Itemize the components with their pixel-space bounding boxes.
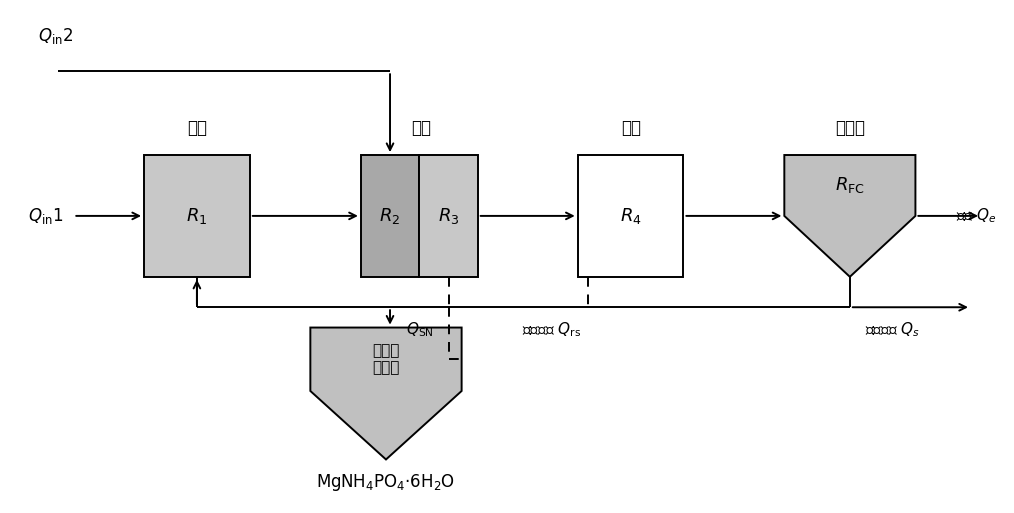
- Text: 好氧: 好氧: [621, 119, 641, 137]
- Text: 剩余污泥 $Q_s$: 剩余污泥 $Q_s$: [865, 321, 920, 340]
- Text: $R_4$: $R_4$: [620, 206, 642, 226]
- Bar: [419, 155, 478, 277]
- Text: 厘氧: 厘氧: [412, 119, 431, 137]
- Text: $R_2$: $R_2$: [379, 206, 401, 226]
- Text: $R_{\mathrm{FC}}$: $R_{\mathrm{FC}}$: [835, 175, 865, 195]
- Text: $Q_{\mathrm{in}}2$: $Q_{\mathrm{in}}2$: [39, 26, 73, 46]
- Text: $Q_{\mathrm{SN}}$: $Q_{\mathrm{SN}}$: [407, 321, 434, 340]
- Text: 磷沉淠
回收池: 磷沉淠 回收池: [372, 343, 400, 376]
- Text: 回流污泥 $Q_{\mathrm{rs}}$: 回流污泥 $Q_{\mathrm{rs}}$: [522, 321, 581, 340]
- Polygon shape: [784, 155, 916, 277]
- Text: 二沉池: 二沉池: [835, 119, 865, 137]
- Bar: [361, 155, 419, 277]
- Text: $Q_{\mathrm{in}}1$: $Q_{\mathrm{in}}1$: [28, 206, 63, 226]
- Text: 缺氧: 缺氧: [188, 119, 208, 137]
- Text: $R_3$: $R_3$: [438, 206, 459, 226]
- Text: $R_1$: $R_1$: [187, 206, 208, 226]
- Text: MgNH$_4$PO$_4$·6H$_2$O: MgNH$_4$PO$_4$·6H$_2$O: [316, 472, 455, 493]
- Bar: [578, 155, 683, 277]
- Polygon shape: [310, 327, 461, 460]
- Bar: [144, 155, 249, 277]
- Text: 出水 $Q_e$: 出水 $Q_e$: [956, 207, 997, 225]
